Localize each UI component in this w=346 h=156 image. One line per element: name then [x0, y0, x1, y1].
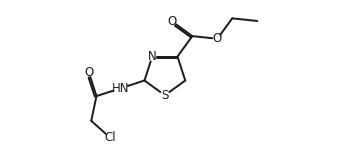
Text: O: O [84, 66, 93, 79]
Text: S: S [161, 89, 169, 102]
Text: O: O [167, 15, 176, 28]
Text: Cl: Cl [104, 131, 116, 144]
Text: N: N [148, 50, 157, 63]
Text: HN: HN [112, 82, 129, 95]
Text: O: O [213, 32, 222, 45]
